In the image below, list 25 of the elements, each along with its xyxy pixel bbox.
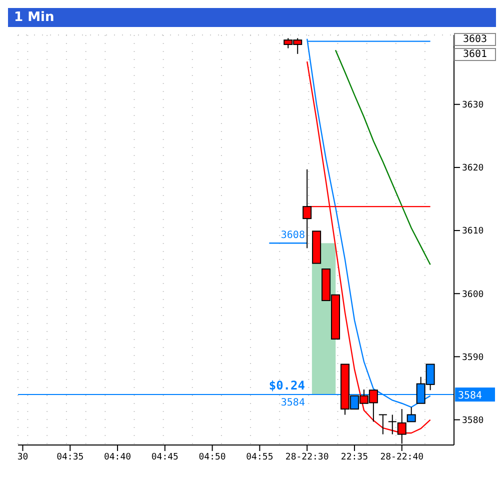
x-tick-label: 04:45 [151, 452, 178, 462]
x-tick-label: 22:35 [340, 452, 368, 462]
x-tick-label: 28-22:30 [285, 452, 329, 462]
candlestick [378, 414, 388, 435]
y-tick-label: 3610 [462, 226, 484, 237]
annotation: 3608 [280, 230, 305, 242]
x-tick-label: 04:40 [104, 452, 132, 462]
y-tick-label: 3580 [462, 416, 484, 426]
x-tick-label: 04:55 [246, 452, 274, 462]
y-tick-label: 3600 [462, 290, 484, 300]
y-tick-label: 3590 [462, 352, 484, 363]
y-tick-label: 3630 [462, 100, 484, 111]
ref-line-label: 3584 [458, 390, 482, 402]
x-tick-label: 04:50 [198, 452, 226, 462]
candlestick [388, 414, 397, 435]
line-series [334, 50, 431, 266]
y-tick-label: 3620 [462, 164, 484, 174]
text: 3603 [454, 33, 496, 46]
annotation: $0.24 [268, 378, 305, 393]
annotation: 3584 [280, 398, 305, 409]
x-tick-label: 28-22:40 [380, 452, 424, 462]
x-tick-label: 04:35 [56, 452, 84, 462]
text: 3601 [454, 48, 496, 61]
x-tick-label: 30 [17, 452, 28, 462]
chart-title: 1 Min [8, 8, 496, 27]
